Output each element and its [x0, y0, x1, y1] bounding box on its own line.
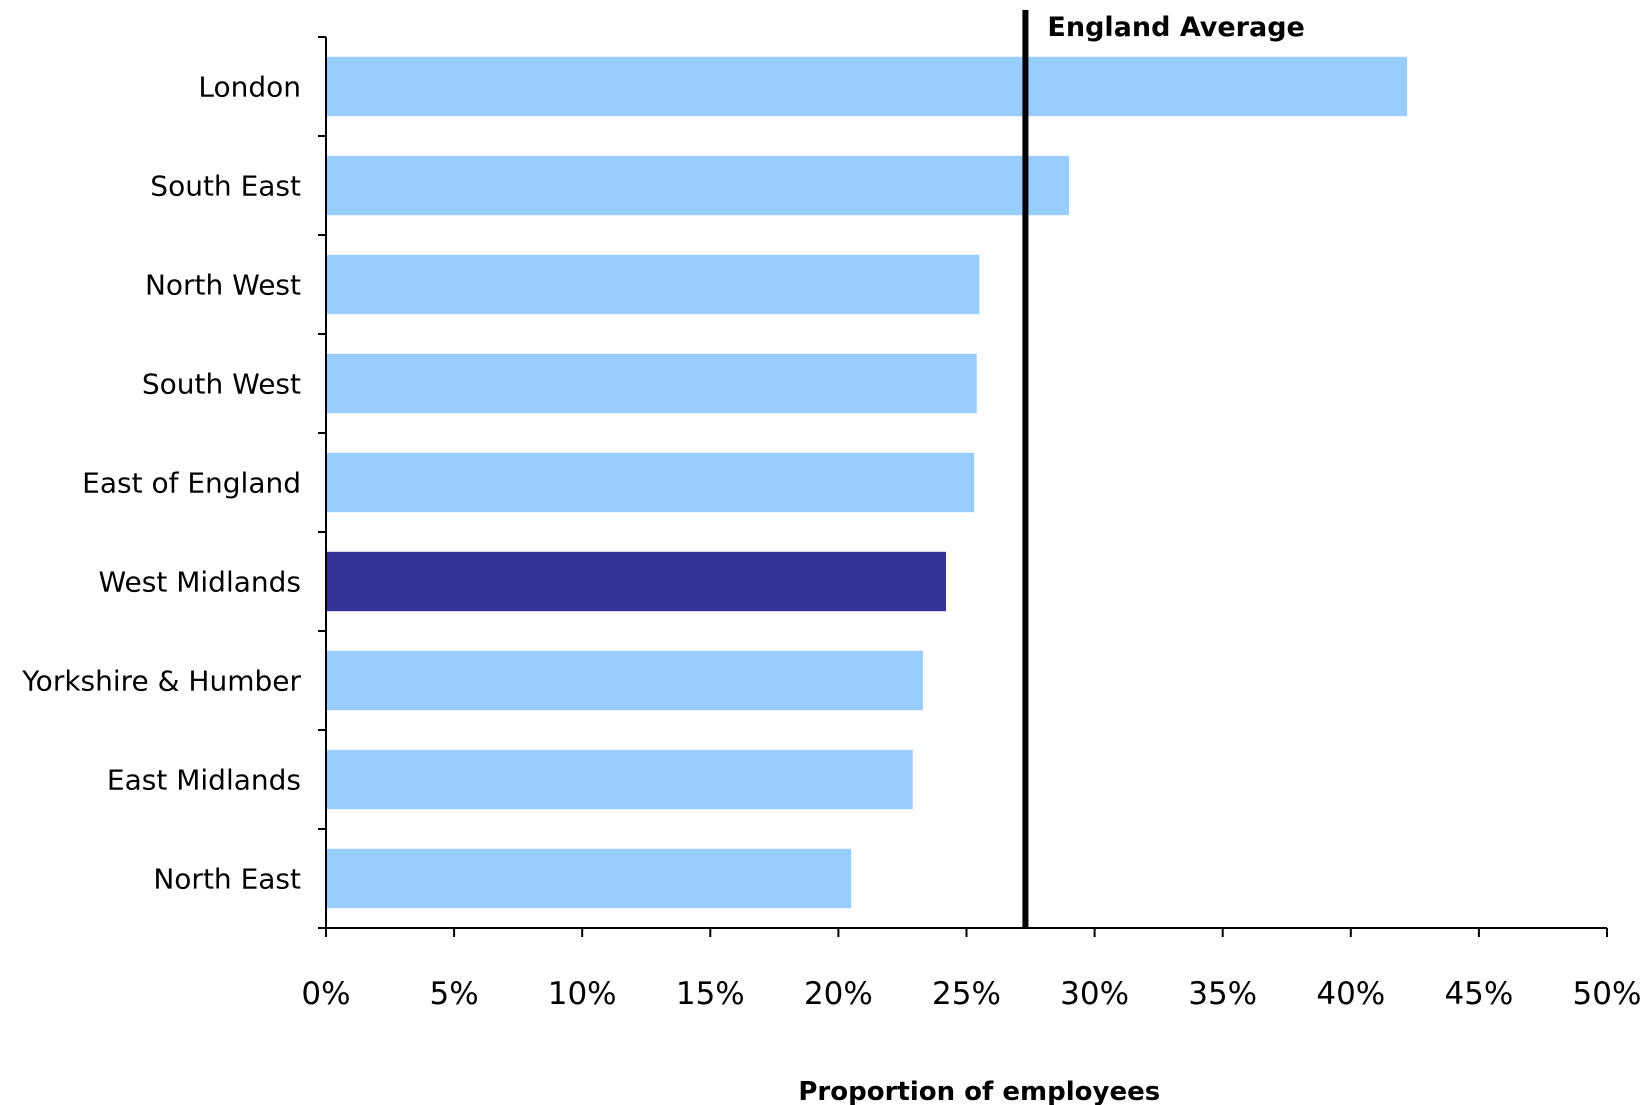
x-tick-label: 15% [676, 976, 745, 1012]
category-label: London [198, 71, 301, 104]
bar-west-midlands [326, 551, 947, 612]
category-label: East of England [82, 467, 301, 500]
category-label: North East [153, 863, 301, 896]
x-tick-label: 45% [1444, 976, 1513, 1012]
bar-south-west [326, 353, 977, 414]
category-label: North West [145, 269, 301, 302]
bars-layer [326, 56, 1408, 909]
category-label: Yorkshire & Humber [21, 665, 301, 698]
x-tick-label: 50% [1573, 976, 1642, 1012]
bar-north-west [326, 254, 980, 315]
x-tick-label: 5% [430, 976, 479, 1012]
x-tick-label: 25% [932, 976, 1001, 1012]
category-label: South West [142, 368, 301, 401]
bar-south-east [326, 155, 1069, 216]
x-tick-label: 40% [1316, 976, 1385, 1012]
bar-yorkshire-humber [326, 650, 923, 711]
bar-east-midlands [326, 749, 913, 810]
bar-east-of-england [326, 452, 975, 513]
x-tick-label: 10% [548, 976, 617, 1012]
bar-north-east [326, 848, 852, 909]
x-tick-label: 35% [1188, 976, 1257, 1012]
x-tick-label: 0% [301, 976, 350, 1012]
reference-line-label: England Average [1047, 12, 1304, 43]
x-tick-label: 20% [804, 976, 873, 1012]
bar-london [326, 56, 1408, 117]
x-axis-title: Proportion of employees [798, 1077, 1160, 1105]
category-label: South East [150, 170, 301, 203]
labels-layer: London South East North West South West East… [21, 71, 1641, 1013]
axes-layer [318, 36, 1608, 937]
category-label: West Midlands [99, 566, 302, 599]
category-label: East Midlands [107, 764, 301, 797]
x-tick-label: 30% [1060, 976, 1129, 1012]
